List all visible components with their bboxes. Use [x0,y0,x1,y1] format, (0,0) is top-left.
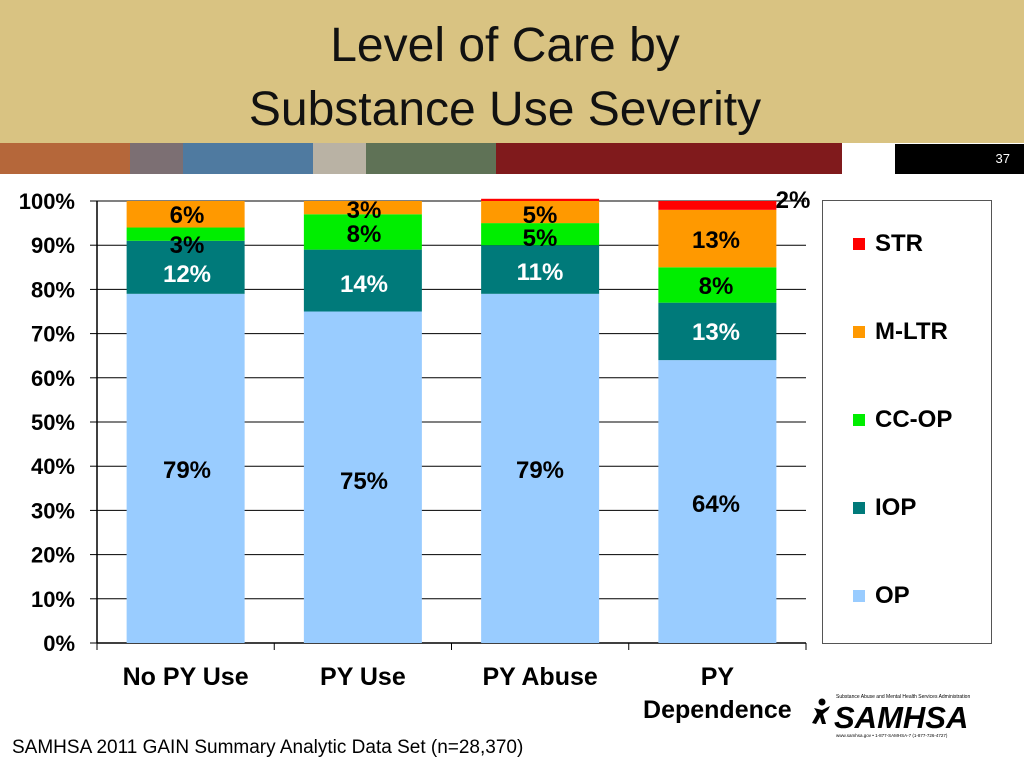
band-segment [496,143,842,174]
x-category-label: Dependence [643,696,792,724]
x-category-label: PY [701,663,735,691]
y-tick-label: 20% [31,543,75,568]
y-tick-label: 30% [31,498,75,523]
data-label: 79% [516,457,564,484]
data-label: 12% [163,261,211,288]
data-label: 13% [692,319,740,346]
x-category-label: PY Abuse [482,663,597,691]
legend-label: CC-OP [875,406,953,433]
data-label: 6% [170,202,205,229]
bar-segment-m-ltr [658,209,777,268]
slide-title-line2: Substance Use Severity [248,83,762,136]
bar-segment-cc-op [658,267,777,303]
bar-segment-str [658,201,777,210]
legend-label: OP [875,582,910,609]
data-label: 8% [347,221,382,248]
data-label: 14% [340,271,388,298]
samhsa-logo: Substance Abuse and Mental Health Servic… [812,694,970,738]
bar-segment-iop [303,249,422,312]
bar-segment-iop [481,245,600,294]
slide-title-line1: Level of Care by [330,19,680,72]
logo-contact: www.samhsa.gov • 1-877-SAMHSA-7 (1-877-7… [836,733,948,738]
y-tick-label: 60% [31,366,75,391]
x-category-label: PY Use [320,663,406,691]
legend-swatch [853,590,865,602]
source-footnote: SAMHSA 2011 GAIN Summary Analytic Data S… [12,737,524,758]
bar-segment-iop [658,302,777,361]
logo-tagline: Substance Abuse and Mental Health Servic… [836,694,970,700]
bar-segment-str [481,198,600,201]
bar-segment-m-ltr [481,201,600,224]
data-label: 11% [517,259,564,286]
data-label: 79% [163,457,211,484]
bar-segment-cc-op [481,223,600,246]
y-tick-label: 10% [31,587,75,612]
band-segment [313,143,366,174]
y-tick-label: 0% [43,631,75,656]
band-segment [0,143,130,174]
stacked-bar-chart: 0% 10% 20% 30% 40% 50% 60% 70% 80% 90% 100% No PY U… [19,187,811,724]
y-tick-label: 40% [31,454,75,479]
y-tick-label: 80% [31,277,75,302]
decorative-color-band [0,143,1024,174]
band-segment [130,143,183,174]
data-label: 13% [692,227,740,254]
band-segment [842,143,895,174]
legend-label: IOP [875,494,917,521]
bar-segment-cc-op [303,214,422,250]
y-tick-label: 50% [31,410,75,435]
data-label: 5% [523,225,558,252]
legend-swatch [853,414,865,426]
legend-label: M-LTR [875,318,948,345]
bar-segment-iop [126,240,245,294]
band-segment [366,143,496,174]
y-tick-label: 100% [19,189,75,214]
legend-swatch [853,502,865,514]
slide-number: 37 [895,144,1024,174]
bar-segment-op [481,293,600,643]
y-tick-label: 70% [31,322,75,347]
data-label: 3% [347,197,382,224]
title-banner: Level of Care by Substance Use Severity [0,0,1024,143]
logo-wordmark: SAMHSA [834,700,968,735]
data-label: 2% [776,187,811,214]
band-segment [183,143,313,174]
data-label: 64% [692,491,740,518]
legend-label: STR [875,230,923,257]
chart-legend: STR M-LTR CC-OP IOP OP [822,200,992,644]
data-label: 8% [699,273,734,300]
bar-segment-op [658,360,777,643]
bar-segment-m-ltr [126,201,245,228]
bar-segment-cc-op [126,227,245,241]
data-label: 5% [523,202,558,229]
data-label: 3% [170,232,205,259]
bar-segment-op [126,293,245,643]
legend-swatch [853,326,865,338]
x-category-label: No PY Use [123,663,249,691]
legend-swatch [853,238,865,250]
y-tick-label: 90% [31,233,75,258]
data-label: 75% [340,468,388,495]
samhsa-figure-icon [812,698,830,724]
bar-segment-op [303,311,422,643]
bar-segment-m-ltr [303,201,422,215]
